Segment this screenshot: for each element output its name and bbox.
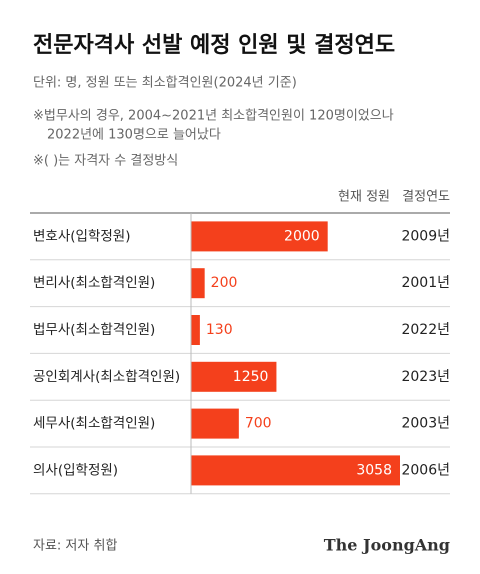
bar <box>191 268 205 299</box>
subtitle: 단위: 명, 정원 또는 최소합격인원(2024년 기준) <box>33 76 297 91</box>
value-label: 2000 <box>284 228 320 244</box>
note: ※( )는 자격자 수 결정방식 <box>33 154 178 169</box>
chart-title: 전문자격사 선발 예정 인원 및 결정연도 <box>33 33 395 58</box>
value-label: 3058 <box>356 462 392 478</box>
year-label: 2003년 <box>401 416 450 432</box>
value-label: 200 <box>211 275 238 291</box>
bar <box>191 361 277 392</box>
year-label: 2022년 <box>401 322 450 338</box>
bar <box>191 221 328 252</box>
bar <box>191 315 200 345</box>
value-label: 700 <box>245 416 272 432</box>
column-header: 결정연도 <box>402 190 450 205</box>
category-label: 변리사(최소합격인원) <box>33 275 155 291</box>
year-label: 2001년 <box>401 275 450 291</box>
brand-logo: The JoongAng <box>324 536 450 555</box>
category-label: 의사(입학정원) <box>33 462 118 478</box>
year-label: 2023년 <box>401 369 450 385</box>
category-label: 공인회계사(최소합격인원) <box>33 369 180 385</box>
note: ※법무사의 경우, 2004~2021년 최소합격인원이 120명이었으나 <box>33 109 394 124</box>
bar <box>191 408 239 439</box>
year-label: 2009년 <box>401 228 450 244</box>
category-label: 법무사(최소합격인원) <box>33 322 155 338</box>
column-header: 현재 정원 <box>338 190 390 205</box>
note: 2022년에 130명으로 늘어났다 <box>47 128 221 143</box>
source: 자료: 저자 취합 <box>33 539 117 554</box>
value-label: 130 <box>206 322 233 338</box>
bar <box>191 455 400 486</box>
category-label: 세무사(최소합격인원) <box>33 416 155 432</box>
category-label: 변호사(입학정원) <box>33 228 130 244</box>
year-label: 2006년 <box>401 462 450 478</box>
value-label: 1250 <box>233 369 269 385</box>
